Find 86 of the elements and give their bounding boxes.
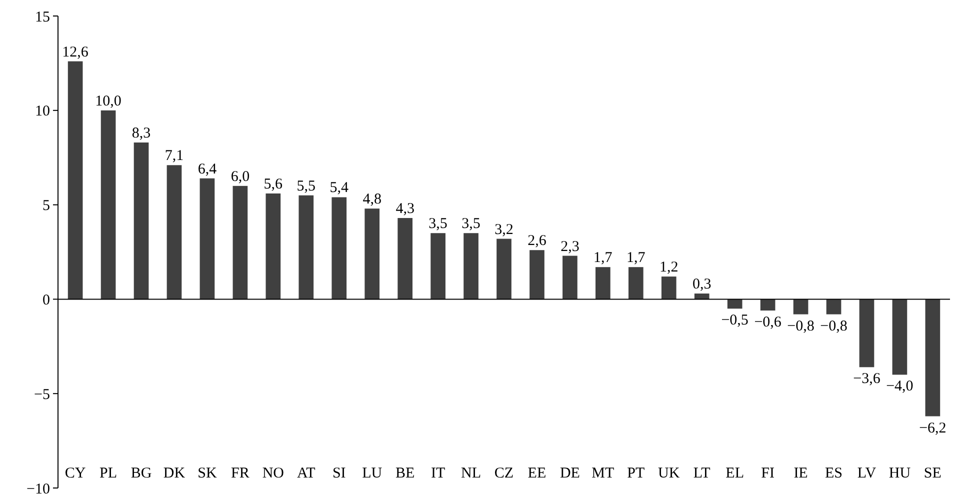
bar [166,165,182,300]
x-tick-label: ES [825,465,843,482]
data-label: 0,3 [692,276,712,293]
x-tick-label: CY [64,465,86,482]
data-label: −0,8 [787,318,814,334]
x-tick-label: NL [461,465,482,482]
data-label: −3,6 [853,371,881,388]
bar [332,197,347,300]
data-label: −0,8 [820,318,848,334]
x-tick-label: SE [924,465,942,482]
x-tick-label: IE [794,465,808,482]
x-tick-label: PT [627,465,645,482]
data-label: 3,2 [494,222,514,238]
x-tick-label: DE [560,465,580,482]
bar [200,178,215,300]
x-tick-label: DK [163,465,186,482]
bar [398,218,412,300]
y-tick-label: 15 [35,9,50,26]
bar [562,256,578,300]
data-label: 1,7 [594,250,613,266]
bar [266,193,281,300]
data-label: 7,1 [164,148,184,164]
x-tick-label: BG [130,465,152,482]
x-tick-label: BE [395,465,415,482]
x-tick-label: HU [888,465,911,482]
bar [68,61,83,300]
y-tick-label: −5 [34,386,50,403]
y-tick-label: 10 [35,104,50,120]
bar [430,233,446,300]
x-tick-label: CZ [494,465,514,482]
bar [134,142,149,300]
data-label: 2,3 [560,238,580,255]
bar [760,299,776,311]
bar [727,299,742,309]
x-tick-label: SK [198,465,217,482]
x-tick-label: SI [332,465,346,482]
data-label: 3,5 [462,216,480,232]
bar [925,299,940,416]
data-label: 5,5 [296,178,316,194]
bar [892,299,908,375]
x-tick-label: UK [658,465,680,482]
data-label: −4,0 [886,378,914,395]
y-tick-label: 0 [42,292,50,308]
data-label: −6,2 [919,420,946,436]
x-tick-label: LT [693,465,710,482]
x-tick-label: EE [528,465,546,482]
bar [530,250,544,300]
x-tick-label: PL [100,465,118,482]
data-label: 1,7 [626,250,646,266]
data-label: 4,3 [396,201,414,218]
bar [298,195,314,300]
y-tick-label: 5 [42,198,50,214]
x-tick-label: MT [592,465,614,482]
data-label: 12,6 [62,44,89,60]
x-tick-label: NO [262,465,284,482]
data-label: 8,3 [132,125,151,142]
bar [100,110,116,300]
x-tick-label: EL [726,465,744,482]
x-tick-label: IT [430,465,446,482]
data-label: 3,5 [428,216,448,232]
x-tick-label: FR [231,465,250,482]
bar [232,186,248,300]
bar [859,299,874,368]
data-label: −0,6 [754,314,782,331]
y-tick-label: −10 [26,481,50,498]
data-label: 5,6 [264,176,284,192]
x-tick-label: AT [296,465,316,482]
bar [496,238,512,300]
data-label: 2,6 [528,233,547,250]
bar [793,299,808,314]
data-label: 4,8 [362,192,382,208]
bar [364,208,380,300]
data-label: 5,4 [330,180,349,196]
data-label: 6,0 [230,168,250,185]
bar [826,299,842,314]
data-label: 1,2 [660,260,678,276]
x-tick-label: FI [761,465,774,482]
x-tick-label: LU [362,465,382,482]
x-tick-label: LV [857,465,876,482]
data-label: 10,0 [95,93,122,110]
data-label: −0,5 [721,312,748,329]
bar [628,267,644,300]
bar [661,276,676,300]
bar [464,233,478,300]
bar [596,267,610,300]
data-label: 6,4 [198,161,218,178]
